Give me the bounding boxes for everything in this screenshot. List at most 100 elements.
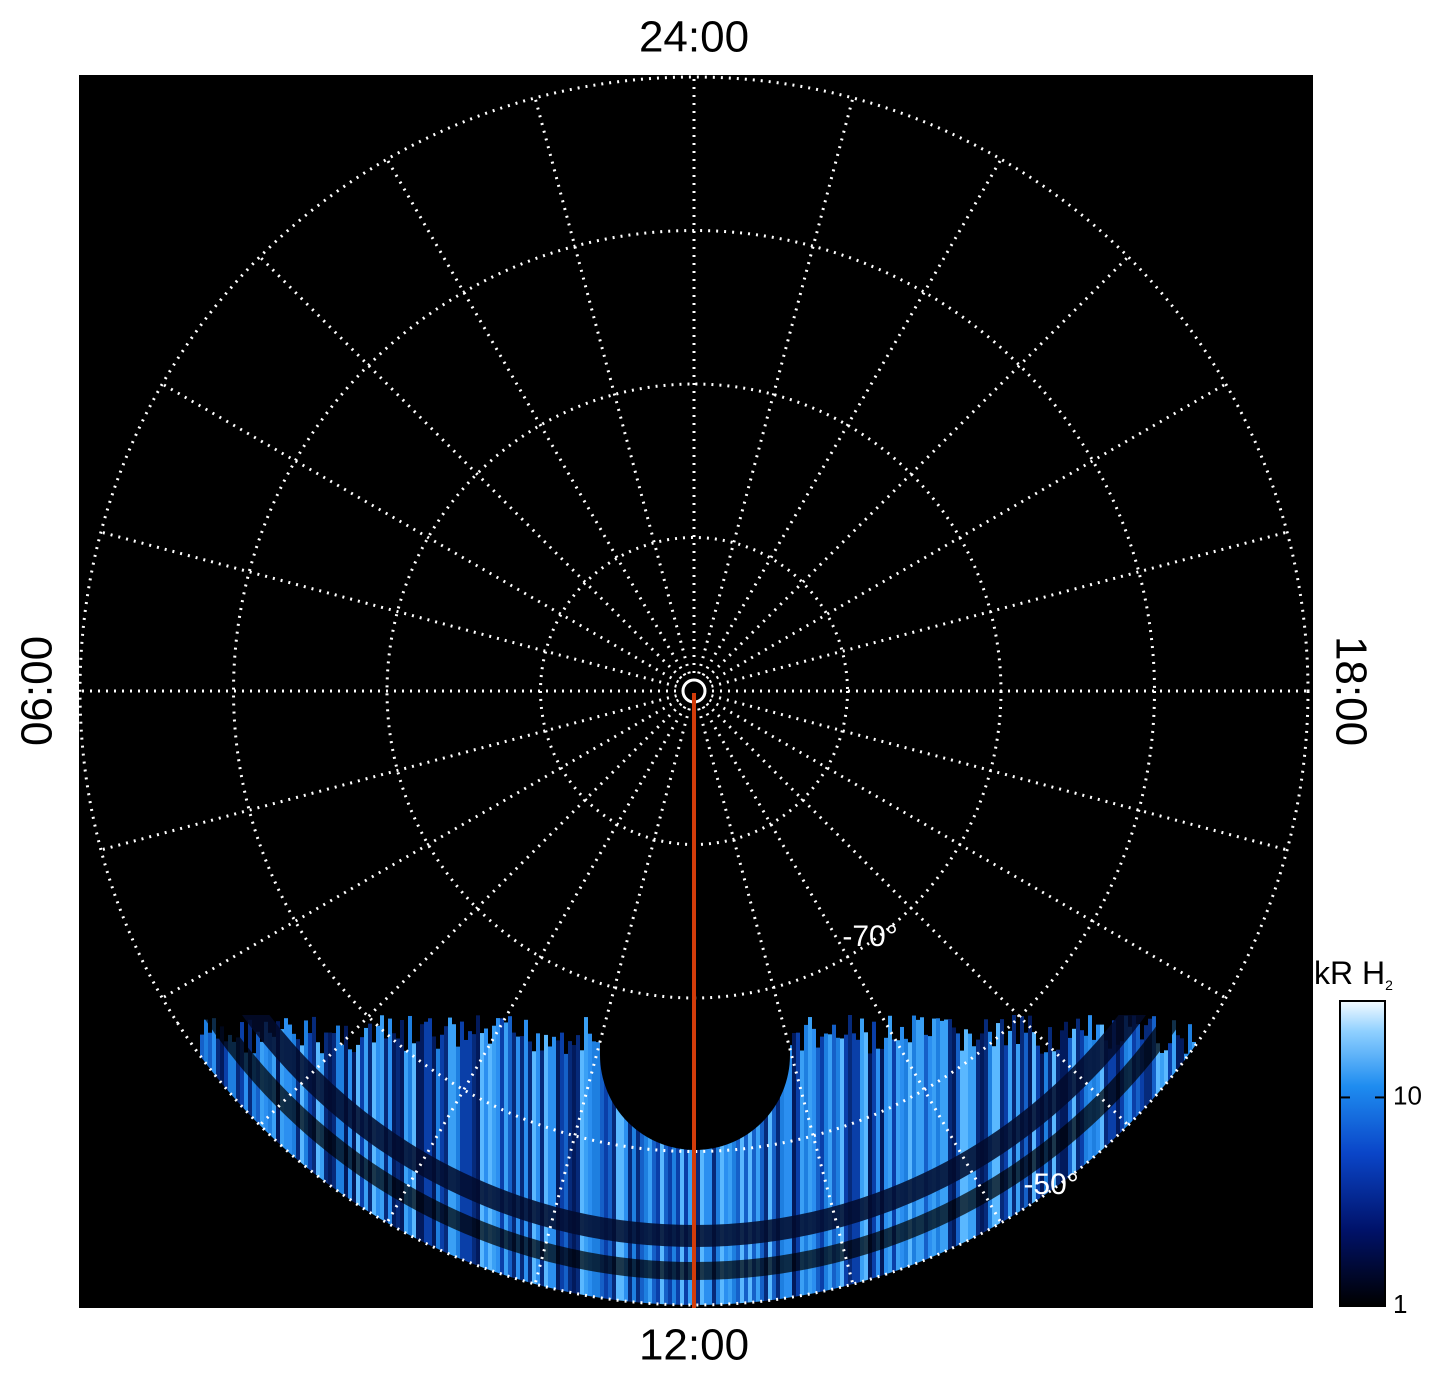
emission-stripe (1056, 1049, 1060, 1305)
emission-stripe (316, 1042, 320, 1305)
colorbar-subscript: 2 (1385, 977, 1393, 993)
emission-stripe (848, 1015, 852, 1305)
emission-stripe (824, 1033, 828, 1305)
meridian-grid (701, 158, 1003, 677)
emission-stripe (656, 1028, 660, 1305)
emission-stripe (304, 1020, 308, 1305)
emission-stripe (596, 1042, 600, 1305)
emission-stripe (548, 1046, 552, 1305)
emission-stripe (908, 1042, 912, 1305)
emission-stripe (748, 1020, 752, 1305)
emission-stripe (324, 1032, 328, 1305)
meridian-grid (161, 382, 680, 684)
emission-stripe (732, 1027, 736, 1305)
emission-stripe (872, 1021, 876, 1305)
meridian-grid (533, 707, 691, 1285)
emission-stripe (568, 1041, 572, 1305)
emission-stripe (852, 1033, 856, 1305)
colorbar-tick-label: 10 (1393, 1080, 1422, 1110)
emission-stripe (780, 1018, 784, 1305)
colorbar (1339, 1000, 1386, 1307)
meridian-grid (705, 255, 1130, 680)
emission-stripe (804, 1024, 808, 1305)
emission-stripe (492, 1025, 496, 1305)
emission-stripe (572, 1045, 576, 1305)
meridian-grid (708, 382, 1227, 684)
meridian-grid (697, 707, 855, 1285)
emission-stripe (840, 1038, 844, 1305)
emission-stripe (336, 1025, 340, 1305)
emission-stripe (912, 1015, 916, 1305)
emission-stripe (672, 1031, 676, 1305)
emission-stripe (312, 1016, 316, 1305)
emission-stripe (936, 1018, 940, 1305)
emission-stripe (624, 1027, 628, 1305)
emission-stripe (788, 1045, 792, 1305)
emission-stripe (308, 1033, 312, 1305)
polar-grid (78, 75, 1310, 1307)
emission-stripe (796, 1032, 800, 1305)
meridian-grid (697, 97, 855, 675)
emission-stripe (800, 1050, 804, 1305)
emission-stripe (744, 1026, 748, 1305)
emission-stripe (1048, 1027, 1052, 1305)
emission-stripe (704, 1050, 708, 1305)
emission-stripe (352, 1052, 356, 1305)
emission-stripe (1068, 1037, 1072, 1305)
emission-stripe (808, 1017, 812, 1305)
emission-stripe (836, 1037, 840, 1305)
emission-stripe (412, 1043, 416, 1305)
emission-stripe (724, 1038, 728, 1305)
emission-stripe (784, 1030, 788, 1305)
emission-stripe (860, 1018, 864, 1305)
emission-stripe (1052, 1051, 1056, 1305)
colorbar-label: kR H2 (1314, 955, 1393, 992)
emission-stripe (904, 1038, 908, 1305)
emission-stripe (652, 1031, 656, 1305)
colorbar-unit: kR H (1314, 955, 1385, 991)
emission-stripe (528, 1041, 532, 1305)
hour-label: 12:00 (639, 1321, 749, 1370)
emission-stripe (472, 1034, 476, 1305)
emission-stripe (500, 1018, 504, 1305)
emission-stripe (464, 1039, 468, 1305)
hour-label: 18:00 (1326, 636, 1375, 746)
emission-stripe (792, 1032, 796, 1305)
emission-stripe (864, 1032, 868, 1305)
emission-stripe (820, 1036, 824, 1305)
emission-stripe (320, 1053, 324, 1305)
emission-stripe (988, 1031, 992, 1305)
emission-stripe (760, 1037, 764, 1305)
colorbar-ticks: 1 10 (1340, 1080, 1422, 1319)
meridian-grid (100, 694, 678, 852)
meridian-grid (258, 255, 683, 680)
latitude-label: -70° (842, 920, 897, 953)
emission-stripe (876, 1048, 880, 1305)
emission-stripe (980, 1033, 984, 1305)
emission-stripe (392, 1033, 396, 1305)
emission-stripe (1072, 1028, 1076, 1305)
emission-stripe (828, 1034, 832, 1305)
emission-stripe (740, 1046, 744, 1305)
emission-stripe (468, 1031, 472, 1305)
emission-stripe (540, 1050, 544, 1305)
emission-stripe (448, 1017, 452, 1305)
emission-stripe (764, 1019, 768, 1305)
emission-stripe (632, 1048, 636, 1305)
emission-stripe (480, 1033, 484, 1305)
emission-stripe (996, 1023, 1000, 1305)
emission-stripe (868, 1053, 872, 1305)
emission-stripe (688, 1036, 692, 1305)
emission-stripe (512, 1032, 516, 1305)
latitude-ring (78, 75, 1310, 1307)
emission-stripe (580, 1050, 584, 1305)
hour-label: 24:00 (639, 13, 749, 62)
emission-stripe (648, 1034, 652, 1305)
emission-stripe (676, 1030, 680, 1305)
meridian-grid (385, 158, 687, 677)
meridian-grid (385, 705, 687, 1224)
emission-stripe (516, 1036, 520, 1305)
emission-stripe (616, 1022, 620, 1305)
emission-stripe (1076, 1018, 1080, 1305)
